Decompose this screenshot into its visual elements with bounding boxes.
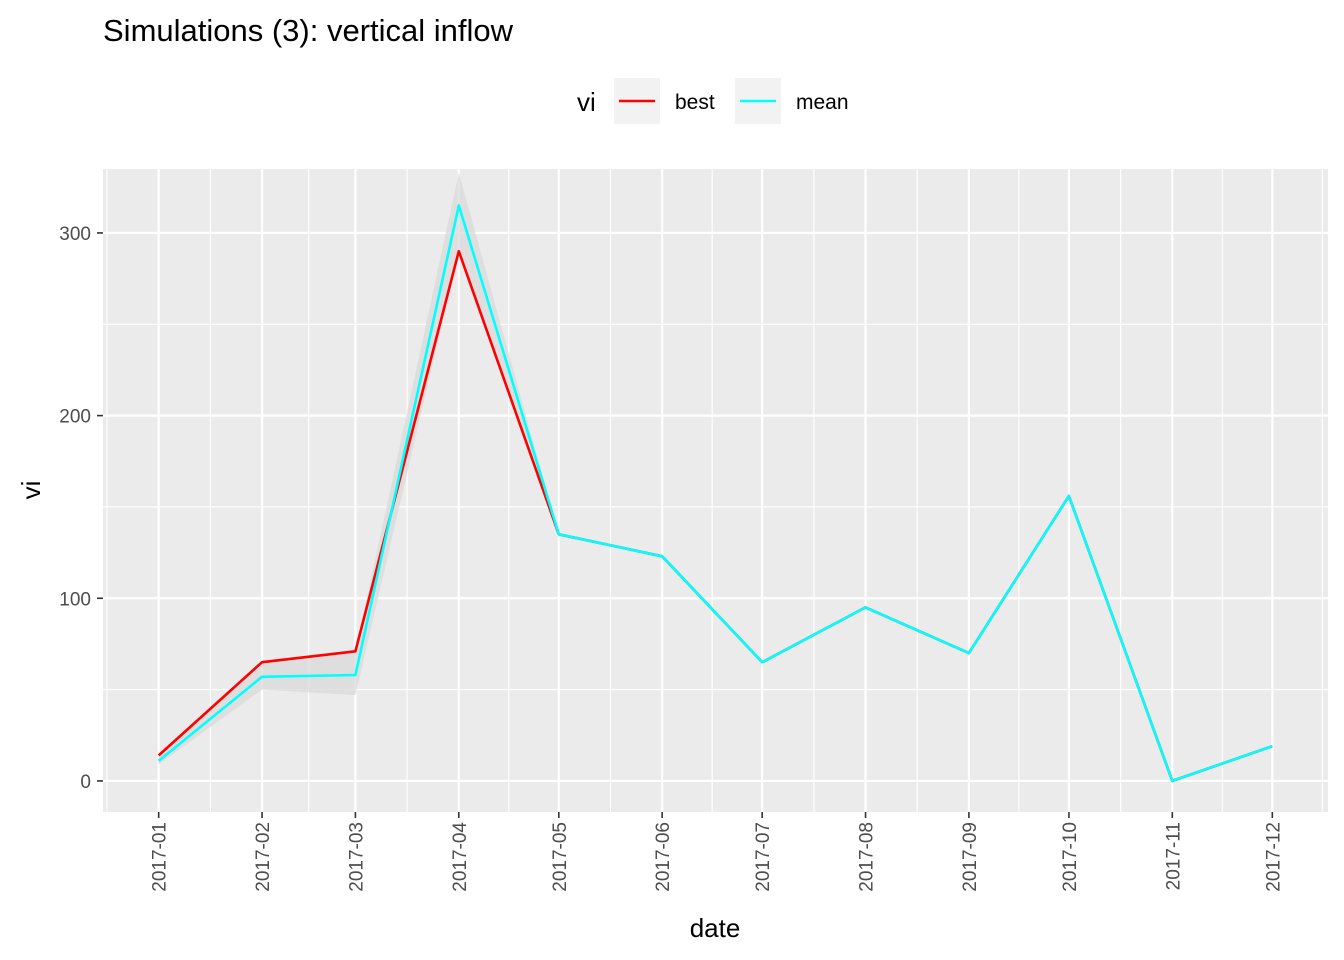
x-tick-label: 2017-06: [653, 822, 674, 892]
series-layer: [157, 204, 1273, 783]
y-tick-label: 200: [59, 407, 91, 428]
x-tick-label: 2017-02: [253, 822, 274, 892]
y-tick-label: 300: [59, 224, 91, 245]
y-axis: 0 100 200 300: [59, 224, 103, 793]
ribbon-layer: [158, 172, 1273, 781]
x-axis-title: date: [690, 913, 741, 943]
y-axis-title: vi: [16, 481, 46, 500]
chart-title: Simulations (3): vertical inflow: [103, 13, 514, 48]
grid-minor: [103, 169, 1328, 812]
legend: vi best mean: [577, 78, 849, 124]
x-tick-label: 2017-12: [1263, 822, 1284, 892]
series-line-mean: [157, 204, 1273, 783]
ribbon-band: [158, 172, 1273, 781]
x-axis: 2017-01 2017-02 2017-03 2017-04 2017-05 2017-…: [150, 812, 1284, 892]
plot-panel: [103, 169, 1328, 812]
legend-label-best: best: [675, 91, 715, 114]
y-tick-label: 0: [80, 772, 91, 793]
x-tick-label: 2017-03: [346, 822, 367, 892]
x-tick-label: 2017-10: [1060, 822, 1081, 892]
x-tick-label: 2017-11: [1163, 822, 1184, 890]
x-tick-label: 2017-09: [960, 822, 981, 892]
x-tick-label: 2017-04: [450, 822, 471, 892]
legend-title: vi: [577, 87, 596, 117]
x-tick-label: 2017-05: [550, 822, 571, 892]
x-tick-label: 2017-08: [857, 822, 878, 892]
grid-major: [103, 169, 1328, 812]
y-tick-label: 100: [59, 589, 91, 610]
x-tick-label: 2017-07: [753, 822, 774, 892]
x-tick-label: 2017-01: [150, 822, 171, 892]
legend-label-mean: mean: [796, 91, 849, 114]
